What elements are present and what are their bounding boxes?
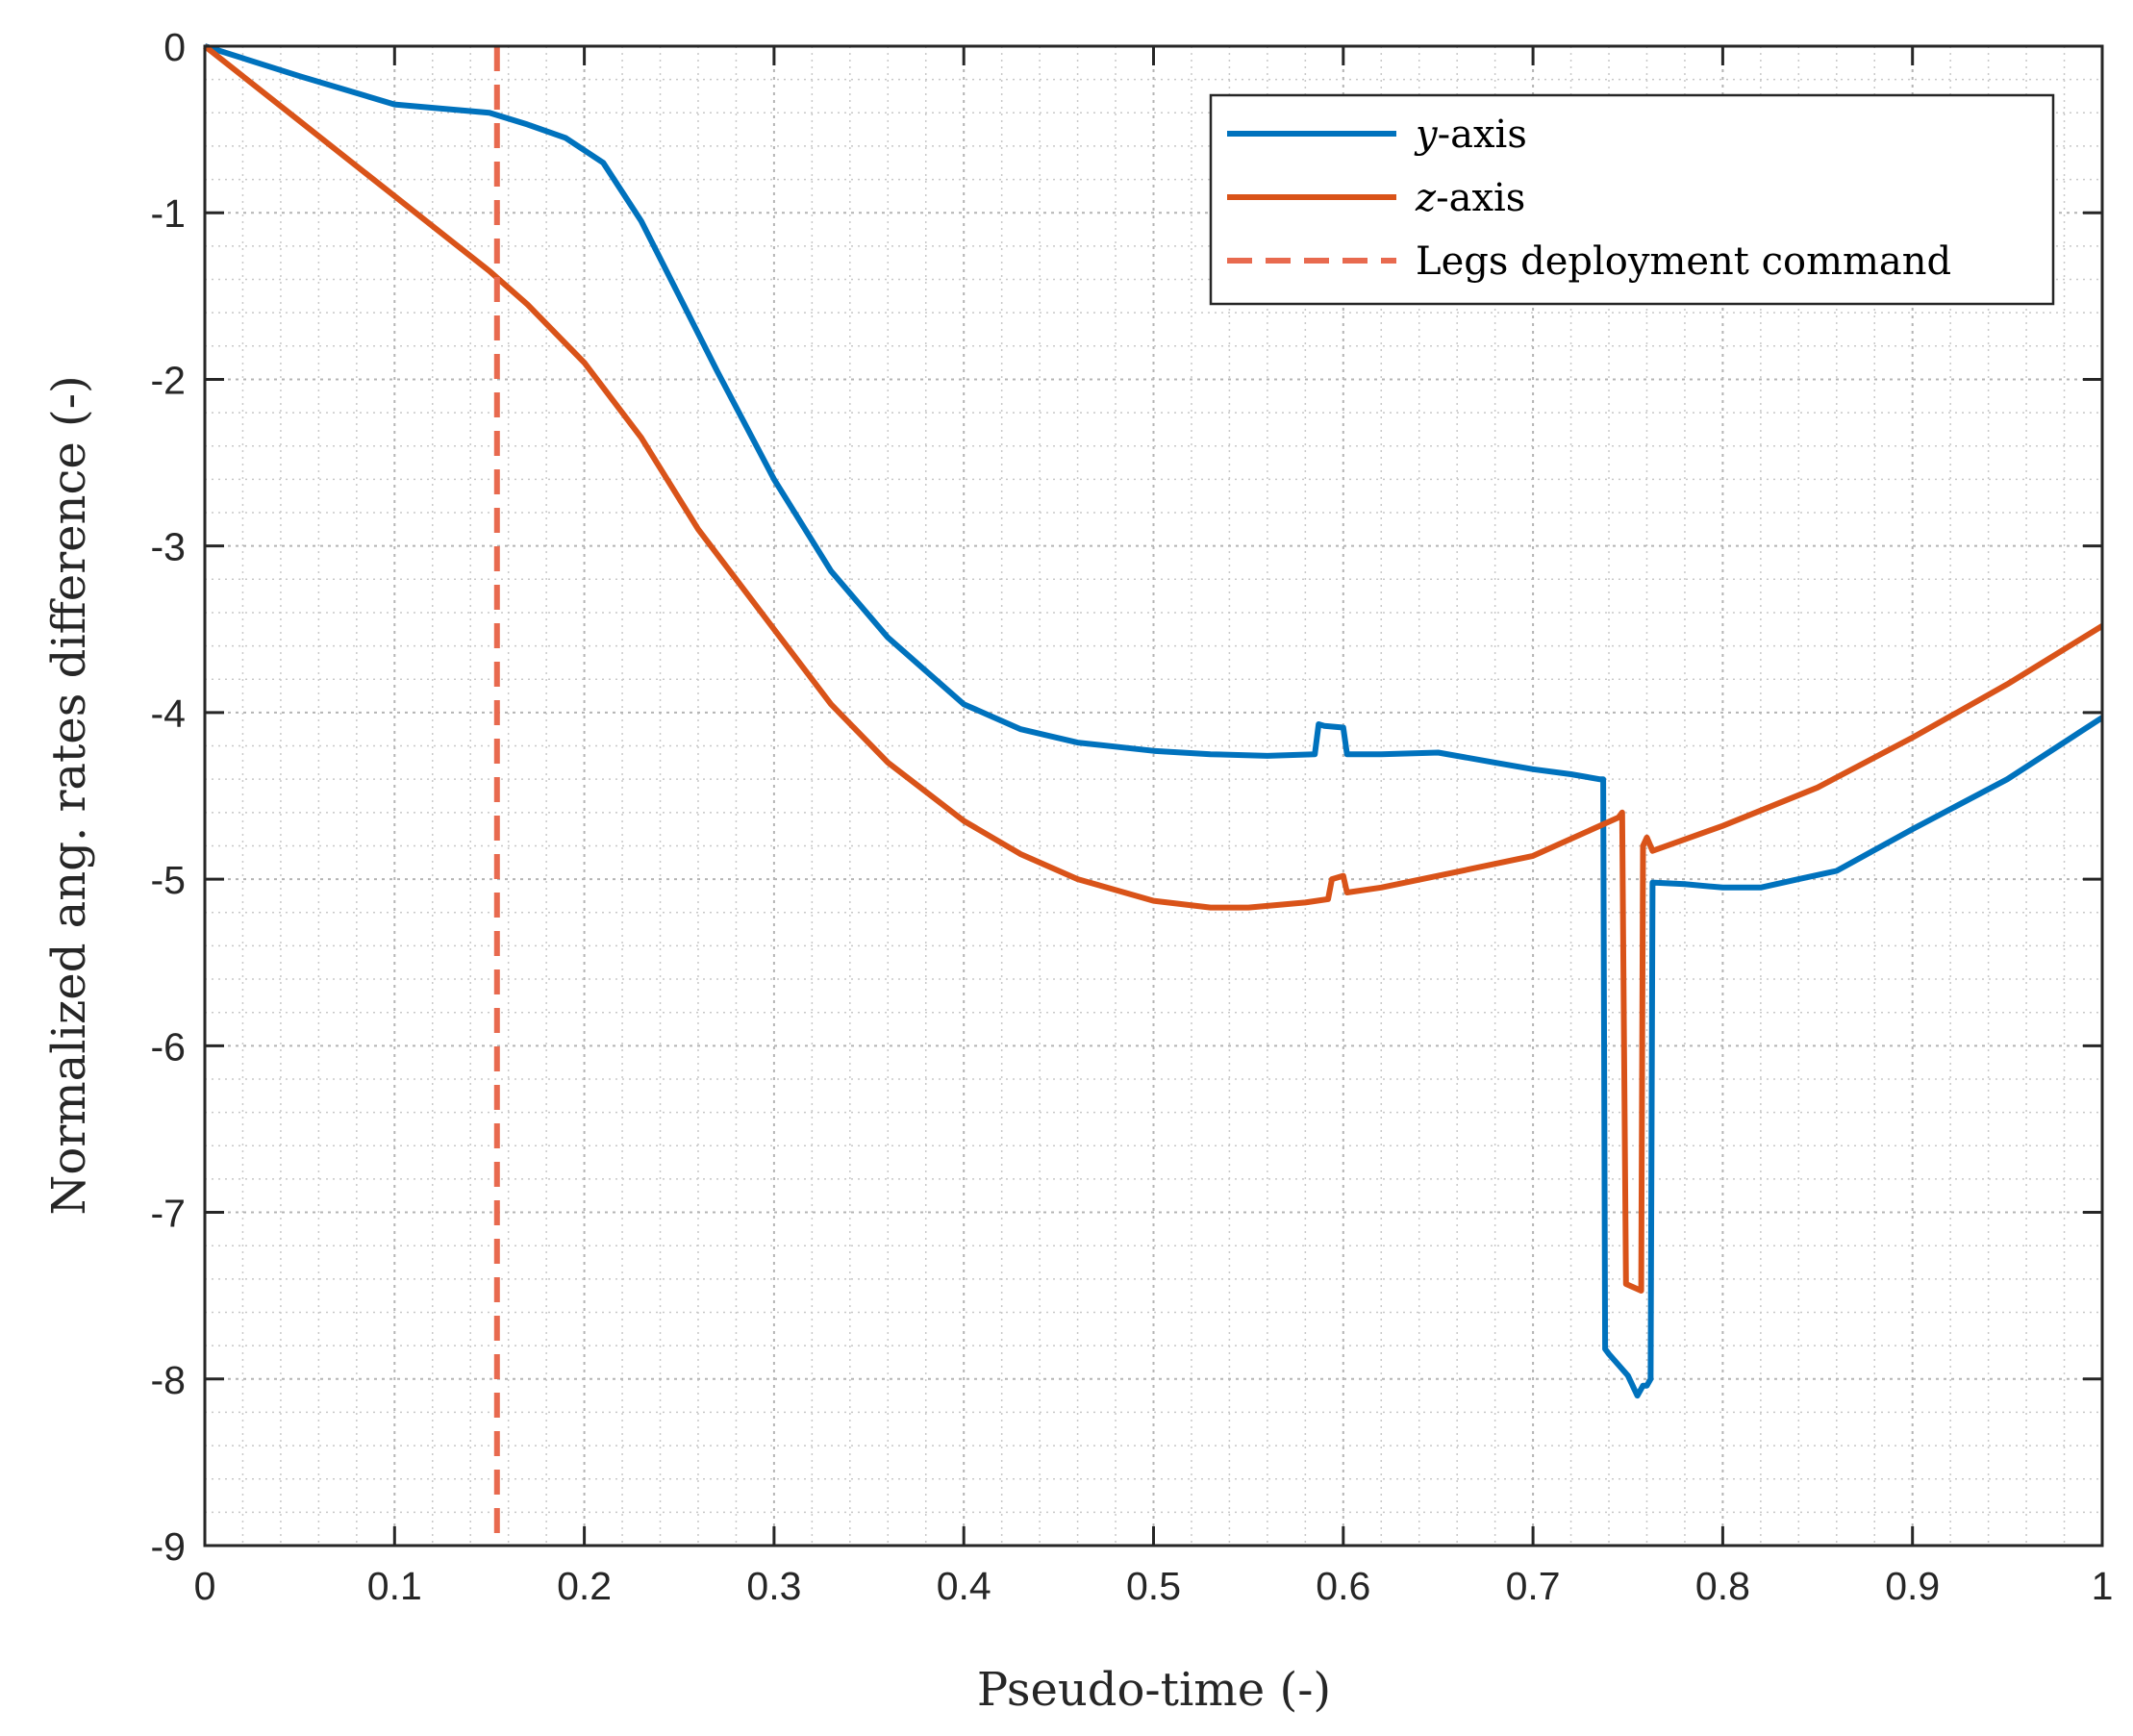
x-tick-label: 0.8 — [1695, 1564, 1750, 1608]
x-tick-label: 0 — [194, 1564, 216, 1608]
y-tick-label: -5 — [151, 858, 186, 902]
legend-label-z-axis: z-axis — [1415, 176, 1525, 220]
x-tick-label: 0.2 — [557, 1564, 612, 1608]
x-tick-label: 0.4 — [937, 1564, 991, 1608]
x-tick-label: 1 — [2092, 1564, 2114, 1608]
legend-label-y-axis-rest: -axis — [1438, 113, 1527, 157]
y-tick-label: -7 — [151, 1192, 186, 1236]
y-tick-label: -4 — [151, 692, 186, 736]
series-line-z-axis — [203, 43, 2104, 1294]
y-tick-label: -1 — [151, 191, 186, 236]
x-tick-label: 0.1 — [367, 1564, 422, 1608]
x-tick-label: 0.3 — [746, 1564, 801, 1608]
y-tick-label: -2 — [151, 358, 186, 402]
y-tick-label: -9 — [151, 1524, 186, 1569]
y-tick-labels: 0 -1 -2 -3 -4 -5 -6 -7 -8 -9 — [151, 25, 186, 1569]
series-layer — [203, 43, 2104, 1546]
y-tick-label: 0 — [163, 25, 186, 69]
legend-label-z-axis-italic: z — [1415, 176, 1437, 220]
legend-label-y-axis: y-axis — [1414, 113, 1527, 157]
x-tick-labels: 0 0.1 0.2 0.3 0.4 0.5 0.6 0.7 0.8 0.9 1 — [194, 1564, 2114, 1608]
x-tick-label: 0.5 — [1126, 1564, 1181, 1608]
legend-label-legs-deployment: Legs deployment command — [1416, 239, 1951, 284]
x-tick-label: 0.9 — [1885, 1564, 1940, 1608]
y-tick-label: -6 — [151, 1024, 186, 1069]
y-tick-label: -8 — [151, 1358, 186, 1402]
x-axis-label: Pseudo-time (-) — [977, 1663, 1331, 1717]
legend-label-y-axis-italic: y — [1414, 113, 1439, 157]
legend: y-axis z-axis Legs deployment command — [1209, 93, 2055, 306]
y-axis-label: Normalized ang. rates difference (-) — [42, 375, 96, 1215]
x-tick-label: 0.6 — [1316, 1564, 1370, 1608]
series-line-y-axis — [204, 43, 2104, 1399]
tick-marks — [203, 44, 2104, 1547]
y-tick-label: -3 — [151, 525, 186, 569]
x-tick-label: 0.7 — [1506, 1564, 1561, 1608]
legend-label-z-axis-rest: -axis — [1436, 176, 1525, 220]
